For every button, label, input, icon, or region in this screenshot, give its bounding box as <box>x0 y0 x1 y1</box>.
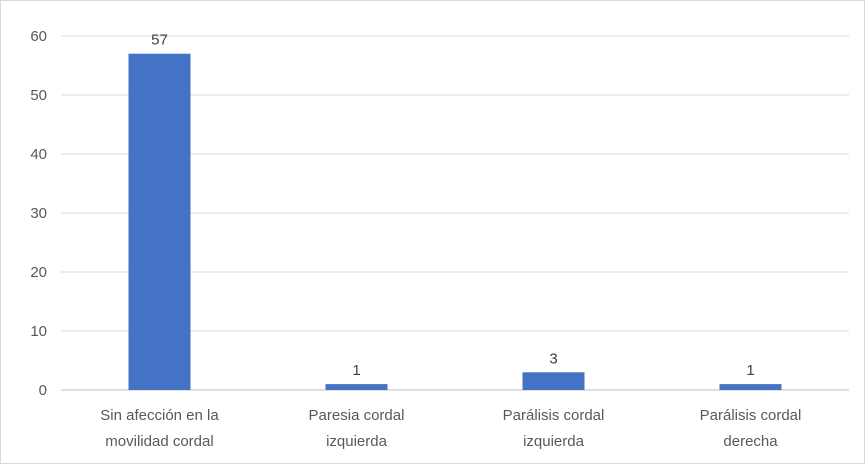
y-tick-label: 10 <box>30 323 47 340</box>
data-labels: 57 1 3 1 <box>151 32 755 379</box>
bar <box>719 384 782 390</box>
data-label: 3 <box>549 350 557 367</box>
x-axis-categories: Sin afección en la movilidad cordal Paresi… <box>100 407 801 450</box>
y-axis-ticks: 0 10 20 30 40 50 60 <box>30 28 47 399</box>
data-label: 1 <box>352 362 360 379</box>
category-label: Parálisis cordal izquierda <box>503 407 605 450</box>
bar <box>325 384 388 390</box>
category-label: Sin afección en la movilidad cordal <box>100 407 219 450</box>
gridlines <box>61 35 849 391</box>
category-label: Parálisis cordal derecha <box>700 407 802 450</box>
y-tick-label: 40 <box>30 146 47 163</box>
category-label: Paresia cordal izquierda <box>309 407 405 450</box>
bar <box>128 53 191 390</box>
bar <box>522 372 585 390</box>
y-tick-label: 30 <box>30 205 47 222</box>
y-tick-label: 20 <box>30 264 47 281</box>
y-tick-label: 60 <box>30 28 47 45</box>
y-tick-label: 50 <box>30 87 47 104</box>
data-label: 57 <box>151 32 168 49</box>
data-label: 1 <box>746 362 754 379</box>
bars <box>128 53 782 390</box>
y-tick-label: 0 <box>39 382 47 399</box>
